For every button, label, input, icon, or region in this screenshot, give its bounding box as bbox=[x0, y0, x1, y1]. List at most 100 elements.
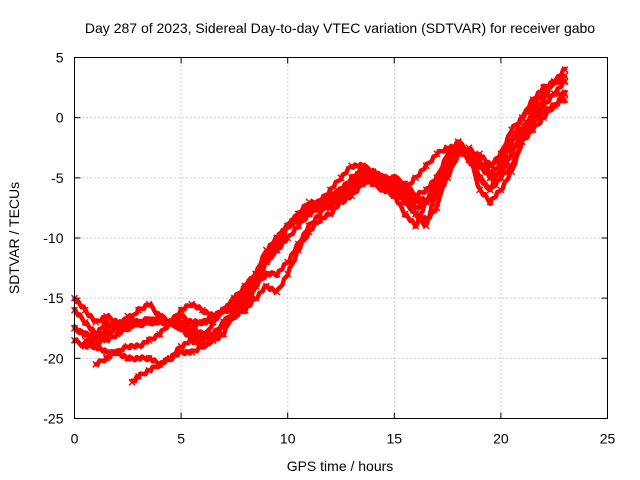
data-point bbox=[337, 198, 345, 206]
data-point bbox=[476, 156, 484, 164]
data-point bbox=[305, 228, 313, 236]
data-point bbox=[348, 192, 356, 200]
data-point bbox=[380, 174, 388, 182]
data-point bbox=[390, 174, 398, 182]
x-axis-label: GPS time / hours bbox=[287, 458, 394, 474]
data-point bbox=[412, 210, 420, 218]
data-point bbox=[230, 312, 238, 320]
data-point bbox=[486, 174, 494, 182]
data-point bbox=[561, 66, 569, 74]
x-tick-label: 0 bbox=[71, 431, 79, 447]
data-point bbox=[529, 114, 537, 122]
data-point bbox=[145, 318, 153, 326]
data-point bbox=[92, 330, 100, 338]
data-point bbox=[550, 90, 558, 98]
data-point bbox=[262, 270, 270, 278]
data-point bbox=[198, 330, 206, 338]
y-axis-label: SDTVAR / TECUs bbox=[6, 182, 22, 294]
data-point bbox=[497, 156, 505, 164]
data-point bbox=[412, 222, 420, 230]
data-point bbox=[550, 78, 558, 86]
data-point bbox=[156, 312, 164, 320]
data-point bbox=[486, 162, 494, 170]
data-point bbox=[81, 306, 89, 314]
data-point bbox=[220, 318, 228, 326]
data-point bbox=[497, 186, 505, 194]
data-point bbox=[92, 342, 100, 350]
data-point bbox=[81, 330, 89, 338]
data-point bbox=[188, 300, 196, 308]
x-tick-label: 25 bbox=[600, 431, 616, 447]
data-point bbox=[188, 336, 196, 344]
data-point bbox=[358, 180, 366, 188]
data-point bbox=[284, 270, 292, 278]
data-point bbox=[422, 222, 430, 230]
data-point bbox=[358, 162, 366, 170]
data-point bbox=[508, 138, 516, 146]
data-point bbox=[177, 306, 185, 314]
data-point bbox=[209, 336, 217, 344]
data-point bbox=[113, 348, 121, 356]
data-point bbox=[124, 342, 132, 350]
data-point bbox=[230, 294, 238, 302]
data-point bbox=[273, 234, 281, 242]
data-point bbox=[561, 90, 569, 98]
data-point bbox=[454, 138, 462, 146]
data-point bbox=[92, 360, 100, 368]
data-point bbox=[422, 216, 430, 224]
data-point bbox=[326, 186, 334, 194]
data-point bbox=[198, 306, 206, 314]
data-point bbox=[508, 150, 516, 158]
data-point bbox=[444, 156, 452, 164]
data-point bbox=[166, 318, 174, 326]
data-point bbox=[134, 342, 142, 350]
data-point bbox=[305, 210, 313, 218]
data-point bbox=[540, 84, 548, 92]
x-tick-label: 20 bbox=[493, 431, 509, 447]
data-point bbox=[262, 252, 270, 260]
data-point bbox=[273, 288, 281, 296]
data-point bbox=[92, 318, 100, 326]
data-point bbox=[102, 312, 111, 320]
data-point bbox=[177, 342, 185, 350]
data-point bbox=[561, 72, 569, 80]
y-tick-label: -5 bbox=[51, 170, 64, 186]
data-point bbox=[188, 348, 196, 356]
x-tick-label: 15 bbox=[387, 431, 403, 447]
data-point bbox=[550, 102, 558, 110]
data-point bbox=[102, 318, 111, 326]
data-point bbox=[518, 132, 526, 140]
data-point bbox=[422, 162, 430, 170]
data-point bbox=[284, 222, 292, 230]
data-point bbox=[561, 96, 569, 104]
data-point bbox=[156, 360, 164, 368]
data-point bbox=[454, 150, 462, 158]
data-point bbox=[177, 318, 185, 326]
y-tick-label: -20 bbox=[43, 350, 63, 366]
y-tick-label: 5 bbox=[56, 50, 64, 66]
data-point bbox=[497, 168, 505, 176]
y-tick-labels: -25 -20 -15 -10 -5 0 5 bbox=[43, 50, 63, 427]
data-point bbox=[433, 204, 441, 212]
data-point bbox=[390, 186, 398, 194]
data-point bbox=[220, 330, 228, 338]
data-point bbox=[81, 318, 89, 326]
data-point bbox=[508, 126, 516, 134]
data-point bbox=[252, 270, 260, 278]
data-point bbox=[433, 174, 441, 182]
data-point bbox=[561, 78, 569, 86]
data-point bbox=[326, 210, 334, 218]
data-point bbox=[198, 318, 206, 326]
data-point bbox=[156, 330, 164, 338]
data-point bbox=[102, 348, 111, 356]
data-point bbox=[102, 354, 111, 362]
data-point bbox=[113, 330, 121, 338]
data-point bbox=[220, 306, 228, 314]
data-point bbox=[412, 192, 420, 200]
data-point bbox=[209, 330, 217, 338]
data-point bbox=[145, 300, 153, 308]
y-tick-label: -10 bbox=[43, 230, 63, 246]
data-point bbox=[128, 378, 136, 386]
data-point bbox=[188, 324, 196, 332]
